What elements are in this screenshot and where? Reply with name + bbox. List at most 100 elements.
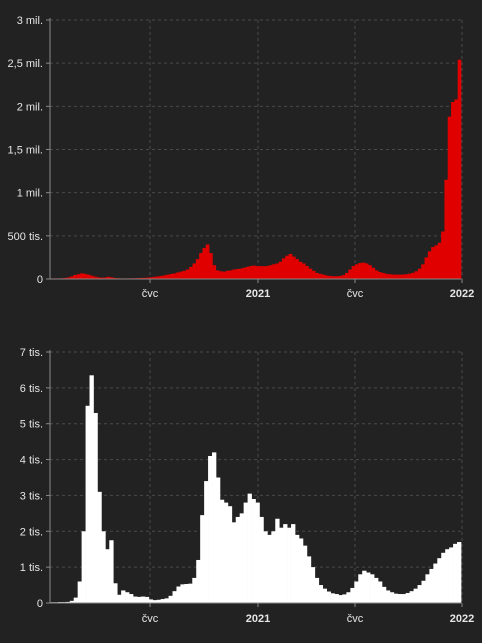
cases-bar [344, 272, 349, 279]
deaths-bar [65, 601, 71, 603]
deaths-bar [117, 594, 122, 603]
cases-bar [83, 273, 87, 279]
cases-bar [298, 261, 303, 279]
cases-bar [69, 276, 74, 279]
deaths-bar [393, 593, 399, 603]
deaths-bar [314, 577, 320, 603]
deaths-bar [121, 590, 126, 603]
deaths-bar [350, 587, 355, 603]
cases-bar [182, 270, 187, 279]
cases-bar [86, 274, 91, 279]
cases-bar [248, 266, 253, 279]
deaths-bar [381, 586, 387, 603]
deaths-bar [219, 499, 225, 603]
cases-bar [99, 277, 104, 279]
deaths-bar [429, 568, 434, 603]
cases-bar [424, 257, 429, 279]
deaths-bar [93, 412, 98, 603]
cases-x-tick-label: 2021 [246, 288, 270, 300]
cases-bar [152, 276, 157, 279]
cases-x-tick-label: čvc [347, 288, 364, 300]
cases-bar [252, 265, 256, 279]
cases-bar [159, 275, 164, 279]
cases-bar [404, 274, 409, 279]
deaths-chart: 0 1 tis. 2 tis. 3 tis. 4 tis. 5 tis. 6 tis. 7 t… [20, 347, 474, 625]
cases-bar [368, 265, 372, 279]
cases-bar [63, 277, 67, 279]
deaths-bar [125, 592, 130, 603]
deaths-bar [208, 455, 213, 603]
deaths-bar [401, 594, 407, 603]
deaths-bar [152, 600, 158, 603]
deaths-bar [227, 506, 233, 603]
cases-bar [384, 273, 389, 279]
deaths-bar [176, 586, 181, 603]
deaths-bar [81, 531, 86, 603]
cases-bar [335, 276, 339, 279]
cases-bar [381, 272, 386, 279]
deaths-y-tick-label: 0 [37, 598, 43, 610]
cases-x-tick-label: čvc [142, 288, 159, 300]
cases-bar [272, 264, 276, 279]
cases-bar [417, 268, 422, 279]
cases-bar [112, 277, 117, 279]
deaths-bar [421, 580, 426, 603]
deaths-bar [358, 574, 363, 603]
cases-bar [394, 274, 399, 279]
deaths-x-tick-label: 2021 [246, 613, 270, 625]
deaths-bar [168, 595, 173, 603]
deaths-bar [77, 581, 82, 603]
deaths-bar [334, 594, 339, 603]
cases-bar [434, 245, 439, 279]
cases-bar [305, 266, 309, 279]
deaths-bar [322, 588, 327, 603]
deaths-bar [302, 545, 308, 603]
cases-bar [441, 231, 445, 279]
deaths-bar [164, 598, 169, 603]
deaths-bar [441, 552, 446, 603]
deaths-bar [73, 597, 79, 603]
deaths-bar [267, 534, 272, 603]
deaths-bar [223, 502, 229, 603]
cases-bar [275, 263, 280, 279]
cases-bar [378, 272, 382, 279]
cases-y-tick-label: 1 mil. [17, 188, 43, 200]
deaths-bar [243, 502, 248, 603]
cases-bar [215, 270, 220, 279]
deaths-bar [180, 584, 185, 603]
deaths-bar [417, 585, 422, 603]
deaths-bar [279, 527, 284, 603]
deaths-bar [200, 515, 205, 603]
cases-bar [76, 274, 81, 279]
cases-bar [401, 274, 405, 279]
deaths-bar [140, 596, 146, 603]
cases-x-tick-label: 2022 [450, 288, 474, 300]
cases-bar [225, 270, 230, 279]
deaths-bar [259, 516, 264, 603]
deaths-bar [437, 558, 442, 603]
deaths-bar [239, 513, 244, 603]
deaths-bar [144, 596, 150, 603]
cases-bar [341, 275, 346, 279]
deaths-bar [342, 594, 347, 603]
deaths-bar [235, 516, 241, 603]
cases-bar [451, 102, 455, 280]
deaths-bar [136, 596, 142, 603]
cases-bar [364, 263, 369, 279]
deaths-y-tick-label: 7 tis. [20, 347, 43, 359]
cases-bar [73, 275, 77, 279]
cases-bar [219, 271, 223, 279]
cases-bar [288, 253, 293, 279]
cases-bar [166, 274, 170, 279]
deaths-bar [89, 375, 94, 603]
deaths-bar [113, 583, 118, 603]
deaths-bar [338, 595, 343, 603]
deaths-bar [445, 549, 450, 603]
cases-bar [169, 273, 173, 279]
cases-bar [185, 269, 190, 279]
cases-y-tick-label: 2,5 mil. [8, 58, 43, 70]
deaths-bar [291, 524, 296, 603]
deaths-bar [101, 531, 106, 603]
deaths-bar [366, 572, 371, 603]
deaths-bar [184, 584, 189, 603]
